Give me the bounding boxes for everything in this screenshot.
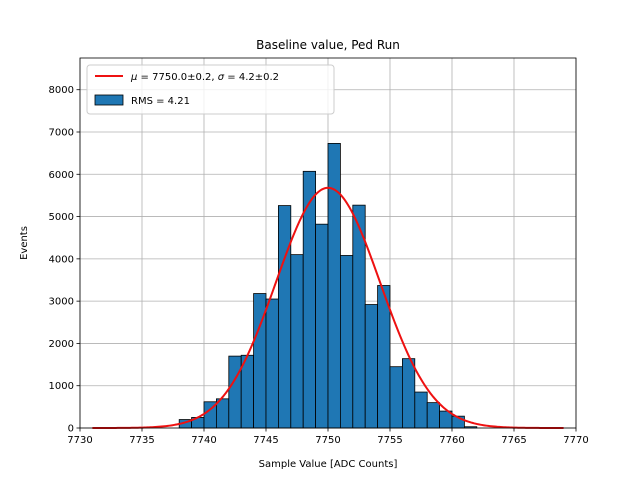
x-tick-label: 7760 [439,435,464,446]
x-tick-label: 7730 [67,435,92,446]
histogram-bar [401,358,416,429]
x-tick-label: 7770 [563,435,588,446]
histogram-bar [265,298,279,429]
histogram-bar [339,255,354,429]
y-tick-label: 2000 [49,339,74,350]
x-tick-label: 7750 [315,435,340,446]
x-tick-label: 7745 [253,435,278,446]
x-tick-label: 7735 [129,435,154,446]
fit-curve [92,186,564,429]
histogram-bar [414,391,428,429]
histogram-bar [315,223,329,429]
histogram-bar [364,304,379,429]
y-tick-label: 6000 [49,170,74,181]
histogram-bar [327,143,341,429]
y-axis-label: Events [19,226,30,260]
legend-histogram-swatch [94,94,124,106]
y-tick-label: 5000 [49,212,74,223]
y-tick-label: 3000 [49,297,74,308]
histogram-bars [178,143,478,429]
chart-title: Baseline value, Ped Run [256,38,400,52]
legend-box [86,64,335,115]
histogram-bar [228,355,242,429]
y-tick-label: 0 [68,424,74,435]
y-tick-label: 7000 [49,128,74,139]
y-tick-label: 8000 [49,85,74,96]
histogram-bar [290,254,304,429]
y-tick-label: 4000 [49,254,74,265]
fit-curve-group [92,186,564,429]
x-tick-label: 7740 [191,435,216,446]
x-axis-label: Sample Value [ADC Counts] [259,459,398,470]
legend-histogram-label: RMS = 4.21 [131,96,190,107]
histogram-bar [389,366,403,429]
x-tick-label: 7755 [377,435,402,446]
legend-fit-label: μ = 7750.0±0.2, σ = 4.2±0.2 [130,72,279,83]
histogram-bar [426,402,441,429]
y-tick-label: 1000 [49,381,74,392]
x-axis-ticks: 7730 7735 7740 7745 7750 7755 7760 7765 7770 [67,428,589,446]
y-axis-ticks: 0 1000 2000 3000 4000 5000 6000 7000 8000 [49,85,80,435]
histogram-bar [277,205,292,429]
x-tick-label: 7765 [501,435,526,446]
legend: μ = 7750.0±0.2, σ = 4.2±0.2 RMS = 4.21 [86,64,335,115]
